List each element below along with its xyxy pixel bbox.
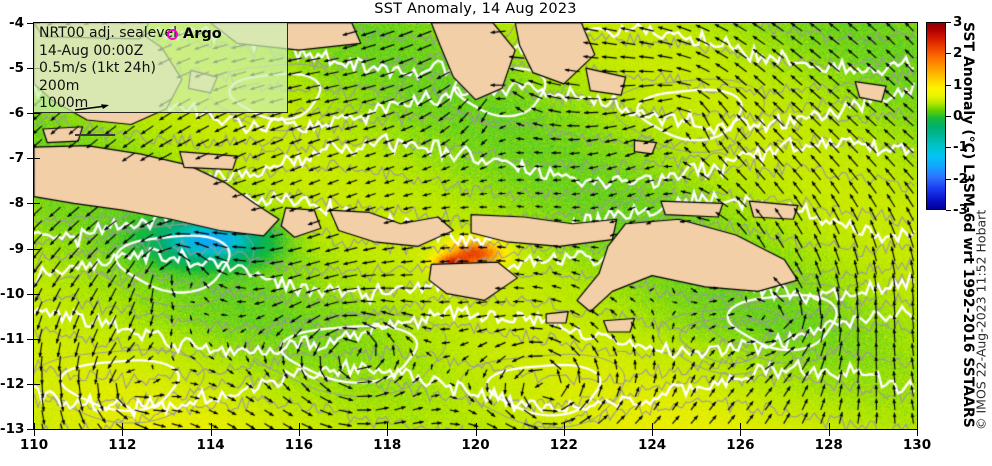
y-axis-tick <box>27 203 33 205</box>
x-axis-tick <box>917 430 918 436</box>
x-axis-tick-inner <box>122 423 124 430</box>
velocity-scale-arrow-icon <box>75 104 109 111</box>
argo-legend-key: Argo <box>167 26 222 42</box>
argo-legend-label: Argo <box>183 26 222 42</box>
y-axis-tick-inner <box>33 113 40 115</box>
x-axis-tick-inner <box>298 423 300 430</box>
page-title: SST Anomaly, 14 Aug 2023 <box>374 1 577 17</box>
y-axis-tick-inner <box>33 203 40 205</box>
y-axis-label: -11 <box>0 330 25 347</box>
colorbar-tick-label: 1 <box>953 76 963 93</box>
y-axis-tick-inner <box>33 429 40 430</box>
legend-line-product: NRT00 adj. sealevel <box>39 25 178 41</box>
y-axis-label: -12 <box>0 375 25 392</box>
x-axis-tick-inner <box>828 423 830 430</box>
x-axis-tick-inner <box>34 423 35 430</box>
x-axis-tick-inner <box>652 423 654 430</box>
legend-line-speed-scale: 0.5m/s (1kt 24h) <box>39 60 156 76</box>
colorbar-tick <box>946 116 951 117</box>
y-axis-label: -5 <box>9 60 24 77</box>
colorbar-tick <box>946 178 951 180</box>
x-axis-tick <box>740 430 742 436</box>
colorbar-tick-label: 0 <box>953 108 963 124</box>
colorbar-tick-label: -1 <box>953 139 968 156</box>
x-axis-tick <box>298 430 300 436</box>
y-axis-tick <box>27 293 33 295</box>
x-axis-tick <box>475 430 477 436</box>
x-axis-tick-inner <box>210 423 212 430</box>
x-axis-label: 116 <box>284 437 313 453</box>
x-axis-tick <box>210 430 212 436</box>
y-axis-label: -9 <box>9 240 24 257</box>
y-axis-label: -10 <box>0 285 25 302</box>
x-axis-label: 120 <box>461 437 490 453</box>
x-axis-tick-inner <box>563 423 565 430</box>
y-axis-tick <box>27 338 33 340</box>
x-axis-label: 122 <box>549 437 578 453</box>
colorbar-tick <box>946 22 951 23</box>
colorbar-tick <box>946 210 951 211</box>
x-axis-label: 112 <box>108 437 137 453</box>
x-axis-tick-inner <box>387 423 389 430</box>
y-axis-tick <box>27 383 33 385</box>
y-axis-tick <box>27 248 33 250</box>
argo-float-marker-icon <box>167 28 178 40</box>
credit-label: © IMOS 22-Aug-2023 11:52 Hobart <box>973 209 989 430</box>
x-axis-tick <box>34 430 35 436</box>
legend-line-depth-200: 200m <box>39 77 80 94</box>
colorbar-tick <box>946 84 951 86</box>
y-axis-tick-inner <box>33 158 40 160</box>
y-axis-tick-inner <box>33 338 40 340</box>
y-axis-tick-inner <box>33 383 40 385</box>
y-axis-label: -13 <box>0 421 25 437</box>
colorbar-tick-label: 3 <box>953 14 963 30</box>
y-axis-tick-inner <box>33 248 40 250</box>
colorbar-gradient <box>926 22 946 210</box>
legend-line-depth-1000: 1000m <box>39 95 89 111</box>
x-axis-tick <box>122 430 124 436</box>
x-axis-tick-inner <box>740 423 742 430</box>
x-axis-tick <box>652 430 654 436</box>
colorbar-tick-label: 2 <box>953 45 963 62</box>
x-axis-label: 124 <box>638 437 667 453</box>
y-axis-tick <box>27 113 33 115</box>
x-axis-label: 114 <box>196 437 225 453</box>
y-axis-tick <box>27 23 33 24</box>
x-axis-tick <box>828 430 830 436</box>
y-axis-tick <box>27 158 33 160</box>
y-axis-label: -8 <box>9 195 24 212</box>
x-axis-label: 118 <box>373 437 402 453</box>
map-legend-panel: NRT00 adj. sealevel 14-Aug 00:00Z 0.5m/s… <box>34 23 288 136</box>
colorbar-title: SST Anomaly (°C) L3SM-6d wrt 1992-2016 S… <box>958 22 978 428</box>
y-axis-label: -6 <box>9 105 24 122</box>
x-axis-tick <box>387 430 389 436</box>
colorbar-tick-label: -3 <box>953 202 968 218</box>
x-axis-label: 126 <box>726 437 755 453</box>
y-axis-label: -7 <box>9 150 24 167</box>
colorbar-tick <box>946 53 951 55</box>
x-axis-tick-inner <box>475 423 477 430</box>
legend-line-datetime: 14-Aug 00:00Z <box>39 42 144 59</box>
y-axis-tick <box>27 429 33 430</box>
y-axis-label: -4 <box>9 15 24 31</box>
x-axis-tick <box>563 430 565 436</box>
x-axis-tick-inner <box>917 423 918 430</box>
y-axis-tick-inner <box>33 293 40 295</box>
y-axis-tick <box>27 68 33 70</box>
x-axis-label: 130 <box>902 437 932 453</box>
x-axis-label: 110 <box>19 437 49 453</box>
colorbar-tick-label: -2 <box>953 170 968 187</box>
x-axis-label: 128 <box>814 437 843 453</box>
credit-text: © IMOS 22-Aug-2023 11:52 Hobart <box>972 210 990 430</box>
colorbar-tick <box>946 147 951 149</box>
depth-scale-bar-icon <box>75 131 115 136</box>
